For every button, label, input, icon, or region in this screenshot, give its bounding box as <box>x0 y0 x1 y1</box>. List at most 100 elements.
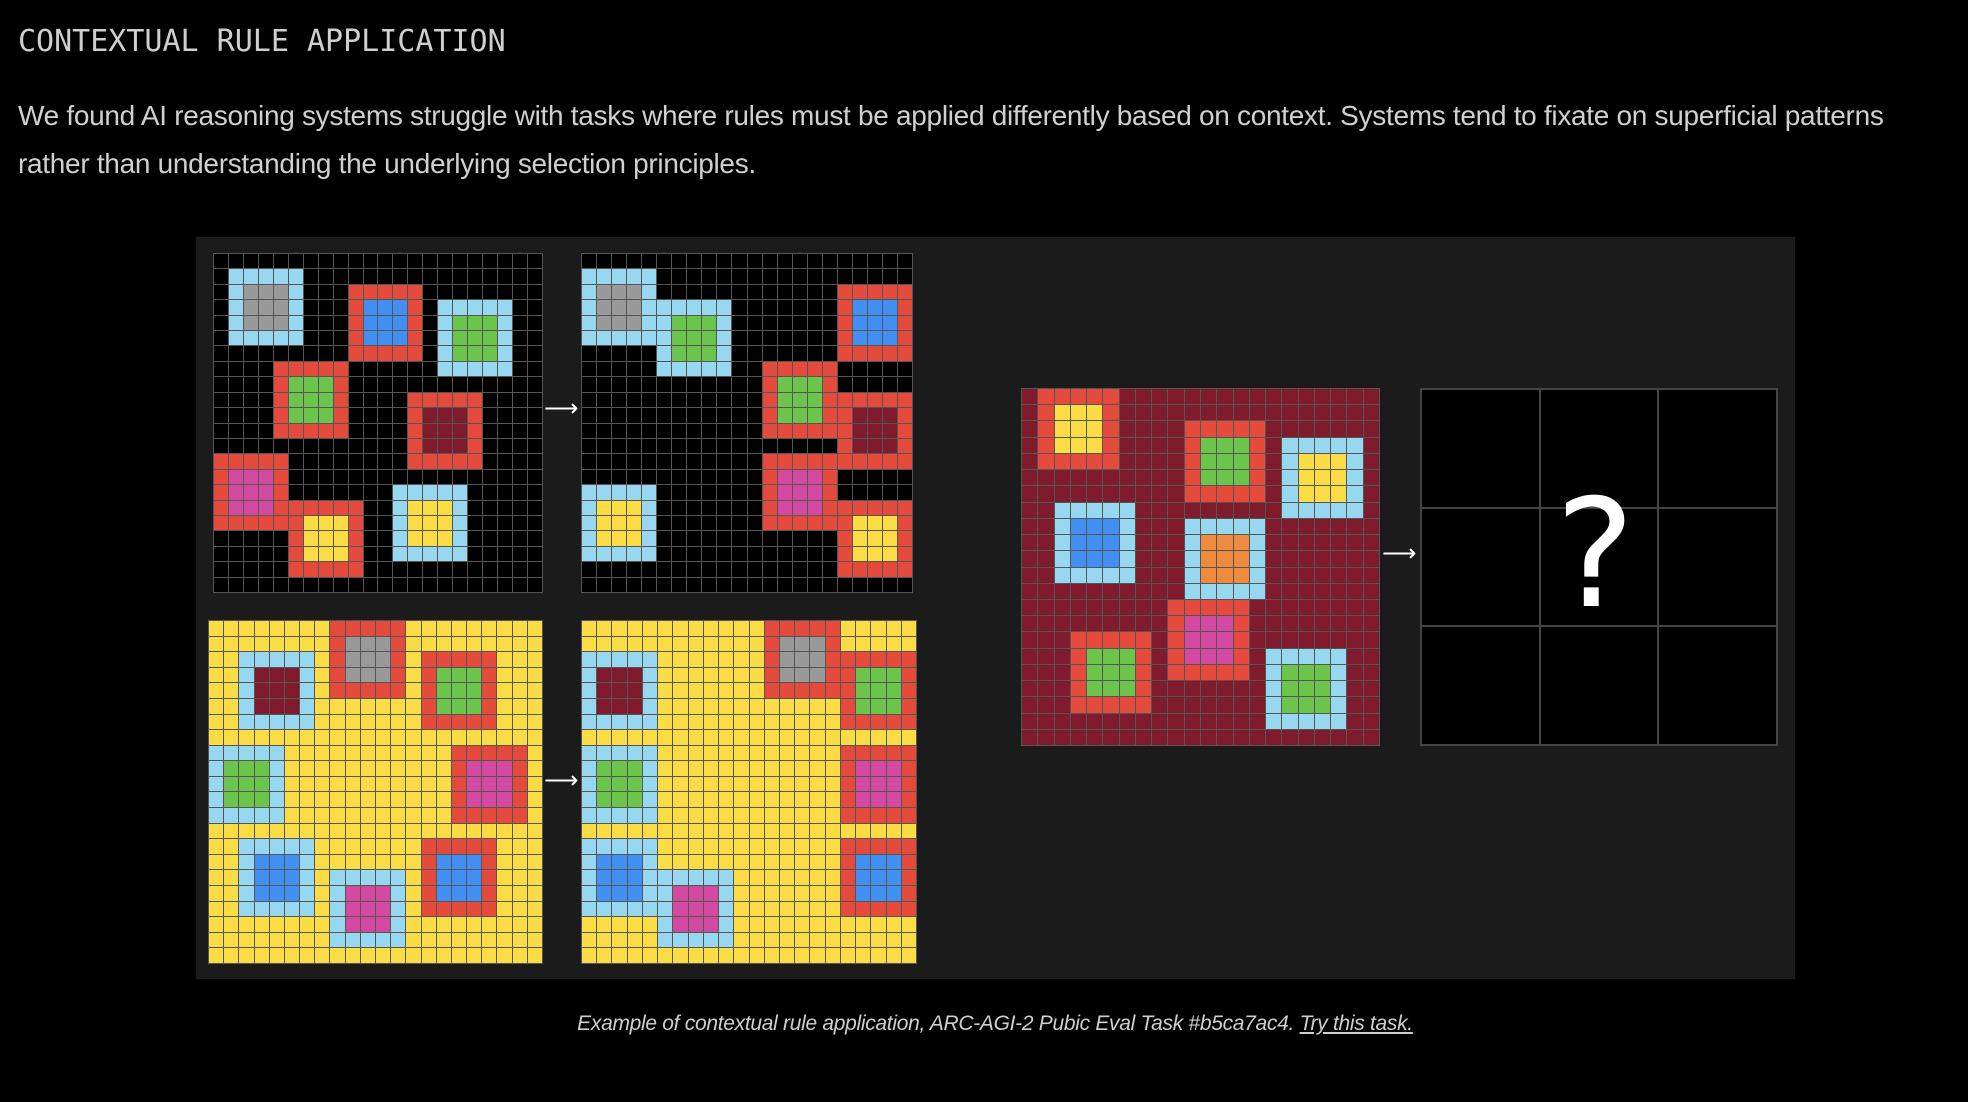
grid-cell <box>300 683 315 698</box>
grid-cell <box>1038 437 1054 453</box>
grid-cell <box>239 948 254 963</box>
grid-cell <box>779 932 795 948</box>
grid-cell <box>642 485 657 500</box>
grid-cell <box>612 423 627 438</box>
arrow-icon: ⟶ <box>544 394 579 422</box>
grid-cell <box>1298 535 1314 551</box>
grid-cell <box>393 454 408 469</box>
grid-cell <box>702 284 717 300</box>
grid-cell <box>792 254 807 269</box>
grid-cell <box>330 621 345 636</box>
grid-cell <box>1266 437 1282 453</box>
grid-cell <box>1135 421 1152 437</box>
grid-cell <box>333 485 348 500</box>
grid-cell <box>901 823 916 839</box>
grid-cell <box>627 284 642 300</box>
grid-cell <box>1152 713 1168 729</box>
grid-cell <box>642 698 658 714</box>
grid-cell <box>734 652 749 667</box>
grid-cell <box>657 377 672 392</box>
grid-cell <box>360 714 375 730</box>
grid-cell <box>209 636 224 652</box>
grid-cell <box>482 761 497 776</box>
grid-cell <box>732 361 747 377</box>
grid-cell <box>467 839 482 854</box>
grid-cell <box>642 808 658 823</box>
grid-cell <box>1200 421 1217 437</box>
grid-cell <box>1363 599 1379 616</box>
grid-cell <box>333 469 348 485</box>
grid-cell <box>527 698 542 714</box>
grid-cell <box>468 392 483 408</box>
grid-cell <box>882 392 897 408</box>
grid-cell <box>840 823 856 839</box>
grid-cell <box>882 577 897 592</box>
grid-cell <box>330 714 345 730</box>
grid-cell <box>363 577 378 592</box>
grid-cell <box>482 714 497 730</box>
grid-cell <box>1022 599 1038 616</box>
grid-cell <box>436 761 451 776</box>
grid-cell <box>657 577 672 592</box>
grid-cell <box>822 408 837 423</box>
grid-cell <box>825 714 840 730</box>
grid-cell <box>243 485 258 500</box>
grid-cell <box>1184 567 1200 583</box>
grid-cell <box>672 300 687 315</box>
grid-cell <box>214 331 228 346</box>
grid-cell <box>1266 681 1282 697</box>
grid-cell <box>627 546 642 562</box>
grid-cell <box>483 346 498 361</box>
grid-cell <box>687 300 702 315</box>
grid-cell <box>303 284 318 300</box>
try-task-link[interactable]: Try this task. <box>1299 1012 1414 1035</box>
grid-cell <box>582 948 597 963</box>
grid-cell <box>1103 729 1119 745</box>
grid-cell <box>658 854 673 870</box>
grid-cell <box>747 300 762 315</box>
grid-cell <box>779 776 795 792</box>
grid-cell <box>436 636 451 652</box>
grid-cell <box>513 284 528 300</box>
grid-cell <box>582 714 597 730</box>
grid-cell <box>333 531 348 546</box>
grid-cell <box>792 284 807 300</box>
grid-cell <box>1103 470 1119 486</box>
grid-cell <box>406 730 421 745</box>
grid-cell <box>348 562 363 577</box>
grid-cell <box>315 621 330 636</box>
grid-cell <box>254 886 269 901</box>
grid-cell <box>717 485 732 500</box>
grid-cell <box>882 438 897 454</box>
grid-cell <box>1152 421 1168 437</box>
grid-cell <box>779 652 795 667</box>
grid-cell <box>822 546 837 562</box>
grid-cell <box>453 315 468 331</box>
grid-cell <box>1022 681 1038 697</box>
grid-cell <box>597 667 612 683</box>
grid-cell <box>1233 551 1249 567</box>
grid-cell <box>777 515 792 531</box>
grid-cell <box>627 839 642 854</box>
grid-cell <box>375 698 391 714</box>
grid-cell <box>673 839 688 854</box>
grid-cell <box>423 254 438 269</box>
grid-cell <box>1152 664 1168 681</box>
grid-cell <box>612 886 627 901</box>
grid-cell <box>837 515 852 531</box>
grid-cell <box>375 886 391 901</box>
grid-cell <box>612 948 627 963</box>
grid-cell <box>612 392 627 408</box>
grid-cell <box>779 667 795 683</box>
grid-cell <box>1233 583 1249 599</box>
grid-cell <box>1152 486 1168 502</box>
grid-cell <box>300 636 315 652</box>
grid-cell <box>1298 713 1314 729</box>
grid-cell <box>209 948 224 963</box>
grid-cell <box>810 683 825 698</box>
grid-cell <box>527 932 542 948</box>
grid-cell <box>228 577 243 592</box>
grid-cell <box>451 886 467 901</box>
grid-cell <box>867 438 882 454</box>
grid-cell <box>749 667 764 683</box>
